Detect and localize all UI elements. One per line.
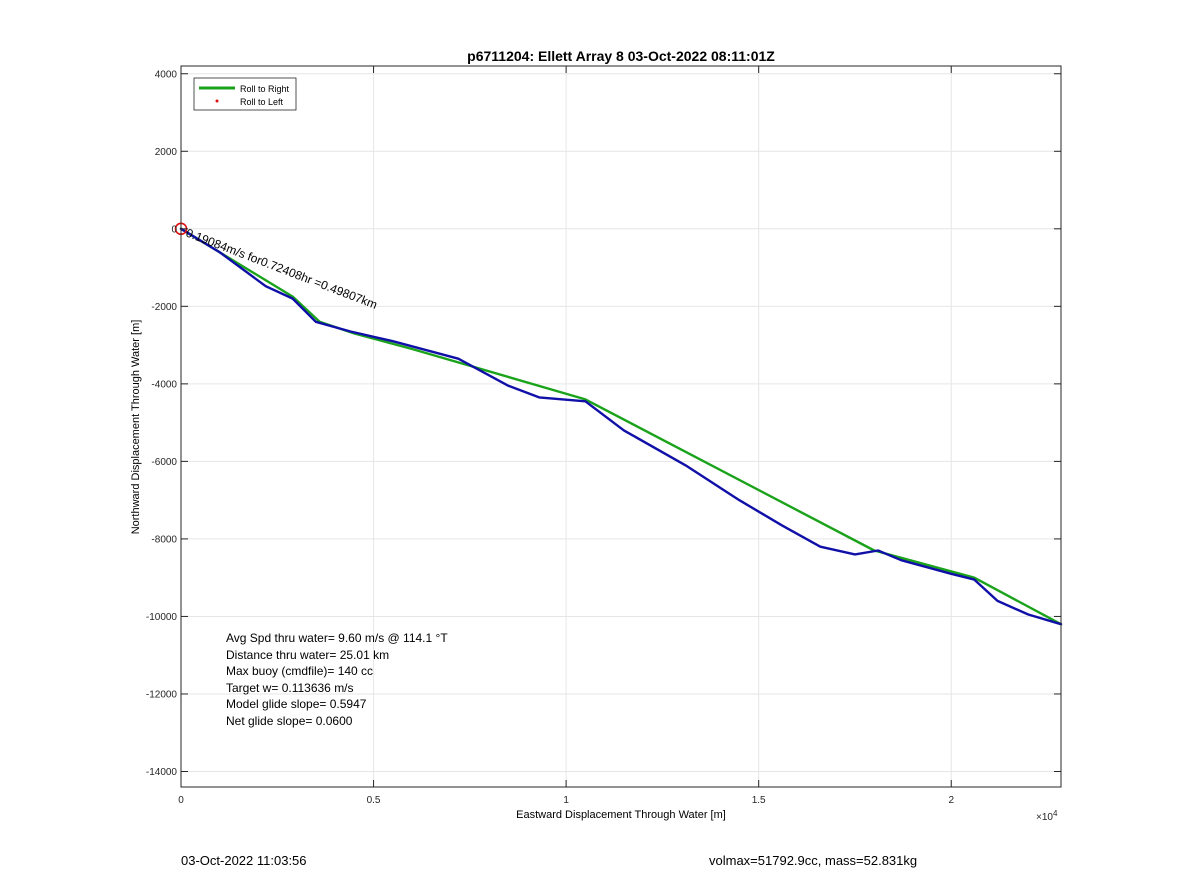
legend-box <box>193 77 297 111</box>
y-tick-label: -10000 <box>146 612 178 623</box>
series-track <box>179 227 1063 626</box>
stat-distance: Distance thru water= 25.01 km <box>226 648 389 662</box>
legend-label-roll-right: Roll to Right <box>240 84 290 94</box>
legend: Roll to Right Roll to Left <box>193 77 297 111</box>
x-tick-label: 1.5 <box>752 795 766 806</box>
stat-avg-speed: Avg Spd thru water= 9.60 m/s @ 114.1 °T <box>226 631 448 645</box>
stat-target-w: Target w= 0.113636 m/s <box>226 681 354 695</box>
y-tick-label: -6000 <box>151 457 177 468</box>
footer-volmax-mass: volmax=51792.9cc, mass=52.831kg <box>709 853 918 868</box>
chart-title: p6711204: Ellett Array 8 03-Oct-2022 08:… <box>467 48 775 64</box>
x-axis-label: Eastward Displacement Through Water [m] <box>516 809 726 821</box>
series-roll-to-right <box>179 227 1063 626</box>
stat-model-glide: Model glide slope= 0.5947 <box>226 697 367 711</box>
y-tick-label: -14000 <box>146 767 178 778</box>
y-tick-label: 0 <box>171 224 177 235</box>
stat-net-glide: Net glide slope= 0.0600 <box>226 714 353 728</box>
x-exponent-label: ×104 <box>1036 809 1058 823</box>
legend-swatch-roll-left <box>215 99 219 103</box>
x-tick-label: 1 <box>563 795 569 806</box>
plot-area <box>181 66 1061 787</box>
footer-timestamp: 03-Oct-2022 11:03:56 <box>181 853 307 868</box>
axes-box <box>180 65 1062 788</box>
x-tick-label: 2 <box>948 795 954 806</box>
y-tick-label: 4000 <box>155 69 178 80</box>
stat-max-buoy: Max buoy (cmdfile)= 140 cc <box>226 664 373 678</box>
y-tick-label: 2000 <box>155 147 178 158</box>
y-axis-label: Northward Displacement Through Water [m] <box>130 320 142 535</box>
ticks <box>180 66 1061 787</box>
y-tick-label: -2000 <box>151 302 177 313</box>
tick-labels: 0 0.5 1 1.5 2 4000 2000 0 -2000 -4000 -6000 -8000 -1… <box>146 69 955 806</box>
grid <box>180 66 1061 787</box>
y-tick-label: -4000 <box>151 379 177 390</box>
y-tick-label: -8000 <box>151 534 177 545</box>
x-tick-label: 0 <box>178 795 184 806</box>
y-tick-label: -12000 <box>146 689 178 700</box>
legend-label-roll-left: Roll to Left <box>240 97 284 107</box>
x-tick-label: 0.5 <box>367 795 381 806</box>
stats-box: Avg Spd thru water= 9.60 m/s @ 114.1 °T … <box>226 631 448 728</box>
